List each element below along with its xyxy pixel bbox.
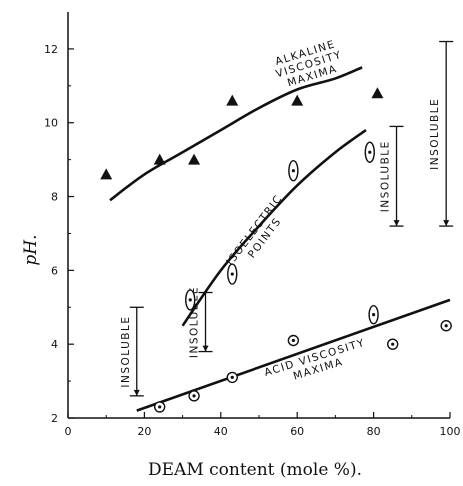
acid-point xyxy=(153,401,166,413)
point-dot xyxy=(230,272,234,276)
alkaline-point xyxy=(226,94,239,106)
point-dot xyxy=(158,405,162,409)
point-dot xyxy=(192,394,196,398)
y-tick-label: 8 xyxy=(51,191,58,204)
point-dot xyxy=(391,342,395,346)
x-axis-label: DEAM content (mole %). xyxy=(148,460,362,480)
point-dot xyxy=(368,150,372,154)
range-arrow xyxy=(133,389,140,396)
x-tick-label: 40 xyxy=(214,425,228,438)
alkaline-point xyxy=(100,168,113,180)
range-arrow xyxy=(393,220,400,227)
insoluble-label: INSOLUBLE xyxy=(429,98,441,170)
acid-point xyxy=(188,390,200,402)
alkaline-point xyxy=(188,153,201,165)
isoelectric-point xyxy=(185,289,196,311)
x-tick-label: 0 xyxy=(65,425,72,438)
y-tick-label: 10 xyxy=(44,117,58,130)
y-tick-label: 6 xyxy=(51,264,58,277)
isoelectric-point xyxy=(288,160,299,182)
insoluble-range: INSOLUBLE xyxy=(120,306,144,397)
isoelectric-point xyxy=(227,263,238,285)
fitted-curves xyxy=(109,66,451,412)
point-dot xyxy=(372,313,376,317)
x-tick-label: 20 xyxy=(137,425,151,438)
point-dot xyxy=(444,324,448,328)
acid-point xyxy=(440,320,452,332)
alkaline-point xyxy=(153,153,166,165)
insoluble-label: INSOLUBLE xyxy=(120,316,132,388)
y-axis-label: pH. xyxy=(21,234,41,265)
point-dot xyxy=(291,338,295,343)
acid-point xyxy=(368,304,379,325)
data-points xyxy=(100,87,452,413)
range-arrow xyxy=(443,220,450,227)
insoluble-range: INSOLUBLE xyxy=(429,40,454,227)
point-dot xyxy=(188,298,192,302)
x-tick-label: 80 xyxy=(367,425,381,438)
acid-point xyxy=(226,371,238,384)
acid-viscosity-curve xyxy=(136,298,451,412)
alkaline-point xyxy=(291,94,304,106)
x-tick-label: 60 xyxy=(290,425,304,438)
isoelectric-point xyxy=(364,141,375,163)
x-tick-label: 100 xyxy=(440,425,461,438)
y-tick-label: 2 xyxy=(51,412,58,425)
acid-point xyxy=(387,338,399,350)
axis-ticks: 0 20 40 60 80 100 2 4 6 8 10 12 xyxy=(44,43,461,438)
acid-point xyxy=(287,334,300,347)
y-tick-label: 12 xyxy=(44,43,58,56)
point-dot xyxy=(230,375,234,379)
insoluble-range: INSOLUBLE xyxy=(380,125,404,227)
y-tick-label: 4 xyxy=(51,338,58,351)
isoelectric-curve xyxy=(181,129,367,327)
range-arrow xyxy=(202,345,209,352)
point-dot xyxy=(291,169,295,173)
insoluble-label: INSOLUBLE xyxy=(380,140,392,212)
alkaline-viscosity-curve xyxy=(109,66,363,202)
alkaline-point xyxy=(371,87,384,99)
